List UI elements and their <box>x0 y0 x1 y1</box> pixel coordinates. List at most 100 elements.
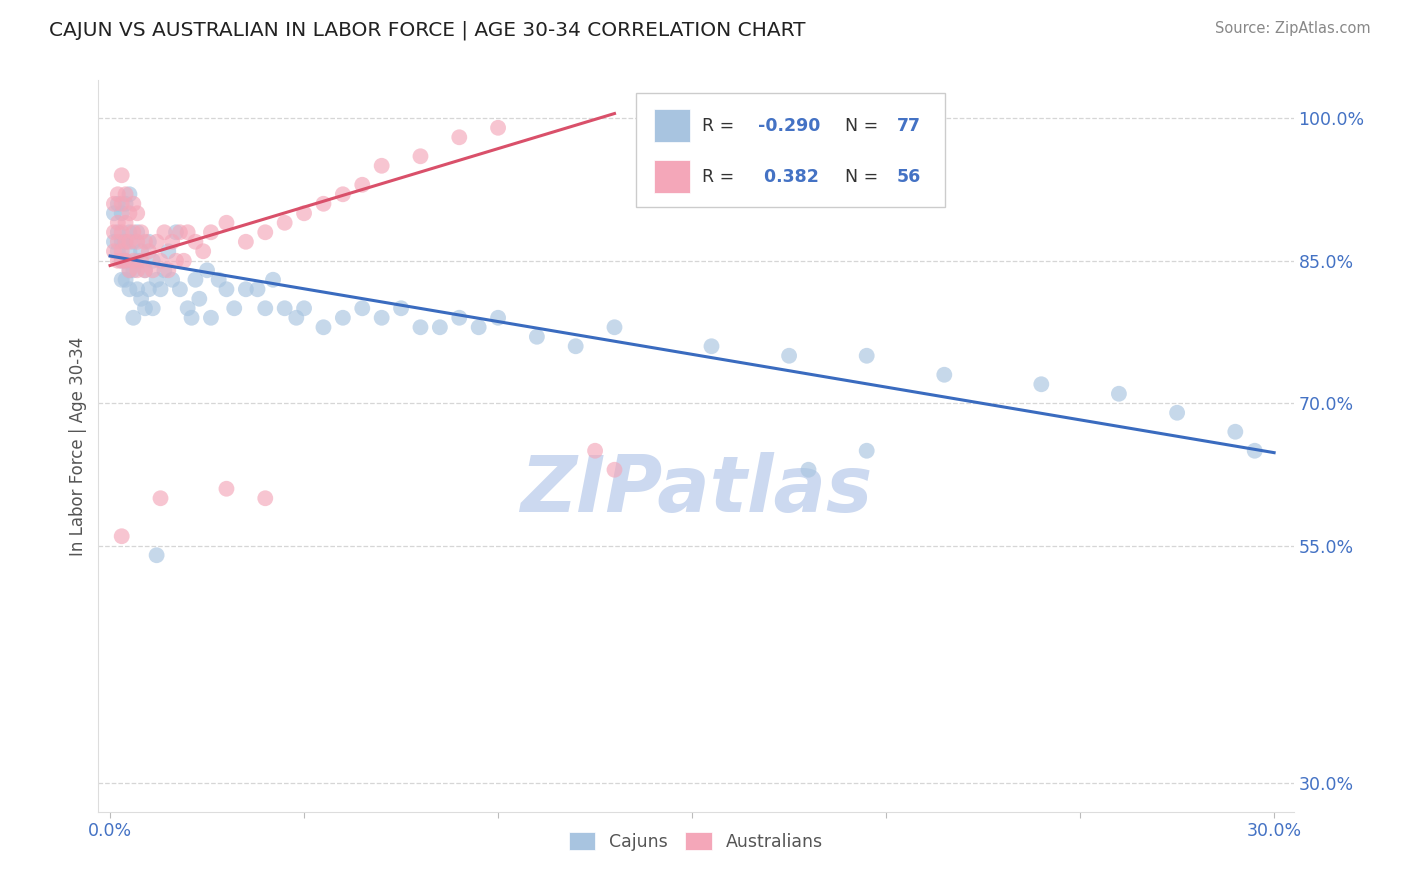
Point <box>855 349 877 363</box>
Point <box>107 244 129 259</box>
Point <box>389 301 412 316</box>
Point <box>193 244 215 259</box>
Point <box>111 225 134 239</box>
Point <box>449 310 471 325</box>
Point <box>129 253 152 268</box>
Point <box>526 330 548 344</box>
Point <box>118 263 141 277</box>
Point <box>145 548 167 562</box>
Point <box>118 244 141 259</box>
Point <box>103 244 125 259</box>
Point <box>254 491 277 506</box>
Point <box>235 235 257 249</box>
Point <box>118 263 141 277</box>
Point <box>149 491 172 506</box>
Point <box>273 301 295 316</box>
Text: -0.290: -0.290 <box>758 117 821 135</box>
Point <box>129 225 152 239</box>
Point <box>188 292 211 306</box>
Point <box>107 235 129 249</box>
Point <box>153 225 176 239</box>
Point <box>564 339 586 353</box>
Text: 56: 56 <box>897 168 921 186</box>
Point <box>134 263 156 277</box>
Point <box>127 235 149 249</box>
Point <box>285 310 308 325</box>
Point <box>145 273 167 287</box>
Point <box>149 253 172 268</box>
Point <box>370 159 392 173</box>
Point <box>370 310 392 325</box>
Point <box>583 443 606 458</box>
Point <box>142 263 165 277</box>
Point <box>603 463 626 477</box>
Point <box>215 216 238 230</box>
Point <box>180 310 202 325</box>
Point <box>127 282 149 296</box>
Point <box>176 225 198 239</box>
Point <box>157 244 180 259</box>
Point <box>114 187 136 202</box>
Point <box>114 216 136 230</box>
Point <box>111 253 134 268</box>
Point <box>103 225 125 239</box>
Point <box>122 253 145 268</box>
Text: R =: R = <box>702 117 740 135</box>
Point <box>1108 386 1130 401</box>
Point <box>142 301 165 316</box>
Point <box>118 282 141 296</box>
Point <box>114 253 136 268</box>
Point <box>118 206 141 220</box>
Point <box>134 301 156 316</box>
Point <box>352 178 374 192</box>
Point <box>700 339 723 353</box>
Point <box>292 206 315 220</box>
Point <box>122 196 145 211</box>
Point <box>169 282 191 296</box>
Point <box>1243 443 1265 458</box>
Point <box>142 253 165 268</box>
Point <box>114 273 136 287</box>
Point <box>934 368 956 382</box>
Legend: Cajuns, Australians: Cajuns, Australians <box>562 825 830 858</box>
Point <box>111 196 134 211</box>
Point <box>127 253 149 268</box>
Text: 0.382: 0.382 <box>758 168 818 186</box>
Point <box>352 301 374 316</box>
Point <box>114 235 136 249</box>
Point <box>107 225 129 239</box>
Point <box>138 235 160 249</box>
Point <box>1225 425 1247 439</box>
Point <box>778 349 800 363</box>
Point <box>111 168 134 182</box>
Point <box>429 320 451 334</box>
Point <box>111 253 134 268</box>
Text: 77: 77 <box>897 117 921 135</box>
Point <box>111 206 134 220</box>
Point <box>138 282 160 296</box>
Point <box>118 235 141 249</box>
Point <box>129 292 152 306</box>
Point <box>184 235 207 249</box>
Point <box>195 263 218 277</box>
Point <box>145 235 167 249</box>
Point <box>107 187 129 202</box>
Point <box>215 482 238 496</box>
Point <box>184 273 207 287</box>
Point <box>157 263 180 277</box>
Point <box>129 244 152 259</box>
Point <box>111 529 134 543</box>
Point <box>134 263 156 277</box>
Point <box>127 263 149 277</box>
Point <box>149 282 172 296</box>
Point <box>114 253 136 268</box>
Point <box>111 244 134 259</box>
Point <box>138 244 160 259</box>
Point <box>107 216 129 230</box>
Point <box>127 206 149 220</box>
Point <box>107 253 129 268</box>
Point <box>114 235 136 249</box>
Point <box>467 320 489 334</box>
Point <box>103 206 125 220</box>
Point <box>603 320 626 334</box>
